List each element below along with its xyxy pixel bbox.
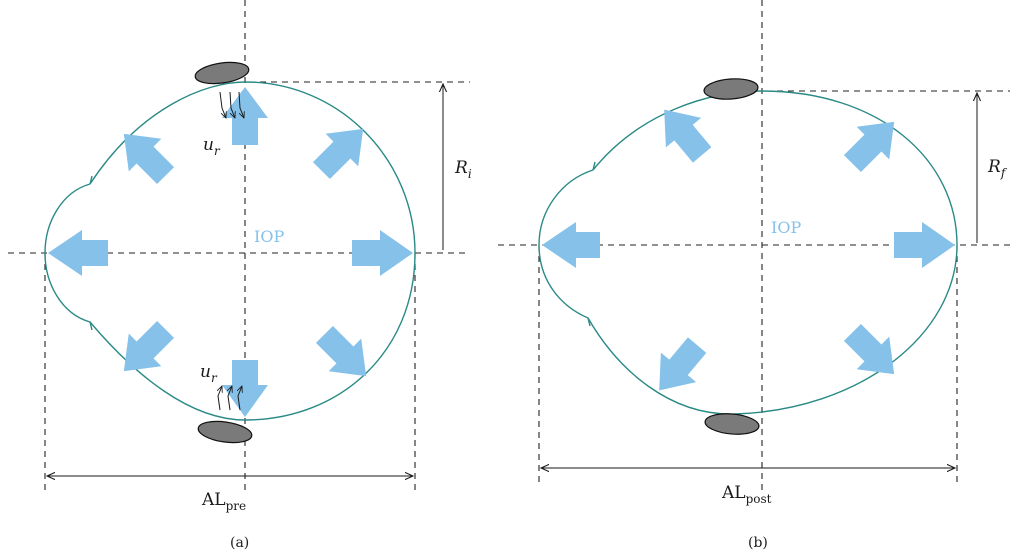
radius-label-b: Rf — [987, 157, 1008, 180]
displacement-arrow-icon — [218, 386, 222, 411]
displacement-arrow-icon — [229, 91, 235, 118]
pressure-arrow-left-icon — [48, 230, 108, 276]
panel-b: IOP Rf ALpost (b) — [498, 0, 1010, 551]
guide-lines-b — [498, 0, 1010, 490]
displacement-arrows-top-a — [219, 91, 244, 118]
displacement-arrow-icon — [219, 91, 226, 118]
displacement-arrow-icon — [238, 386, 242, 411]
iop-label-a: IOP — [254, 227, 284, 246]
displacement-label-bottom-a: ur — [200, 362, 218, 385]
panel-caption-a: (a) — [230, 535, 249, 551]
pressure-arrow-up-icon — [222, 87, 268, 145]
pressure-arrow-right-icon — [352, 230, 413, 276]
eyeball-outline-a — [89, 81, 416, 421]
scleral-band-top-b — [703, 78, 759, 100]
pressure-arrow-upright-icon — [843, 121, 895, 173]
pressure-arrow-upleft-icon — [664, 109, 712, 163]
pressure-arrows-b — [542, 109, 955, 391]
displacement-arrow-icon — [238, 91, 244, 118]
pressure-arrow-downleft-icon — [659, 337, 707, 391]
iop-label-b: IOP — [771, 218, 801, 237]
panel-caption-b: (b) — [748, 535, 768, 551]
pressure-arrow-upleft-icon — [123, 133, 175, 185]
pressure-arrow-downleft-icon — [123, 320, 175, 372]
displacement-arrows-bottom-a — [218, 386, 242, 411]
axial-length-label-a: ALpre — [201, 490, 246, 513]
displacement-arrow-icon — [228, 386, 232, 411]
displacement-label-top-a: ur — [203, 135, 221, 158]
pressure-arrow-right-icon — [894, 222, 955, 268]
pressure-arrow-left-icon — [542, 222, 600, 268]
pressure-arrow-downright-icon — [315, 325, 367, 377]
scleral-band-bottom-a — [197, 420, 253, 444]
cornea-outline-a — [44, 175, 93, 331]
cornea-outline-b — [538, 161, 596, 327]
pressure-arrows-a — [48, 87, 413, 417]
panel-a: IOP Ri ur ur ALpre (a) — [8, 0, 472, 551]
pressure-arrow-upright-icon — [312, 128, 364, 180]
pressure-arrow-downright-icon — [843, 323, 895, 375]
scleral-band-bottom-b — [704, 413, 760, 435]
scleral-band-top-a — [194, 61, 250, 85]
pressure-arrow-down-icon — [222, 360, 268, 417]
radius-label-a: Ri — [454, 158, 472, 181]
axial-length-label-b: ALpost — [721, 483, 772, 506]
